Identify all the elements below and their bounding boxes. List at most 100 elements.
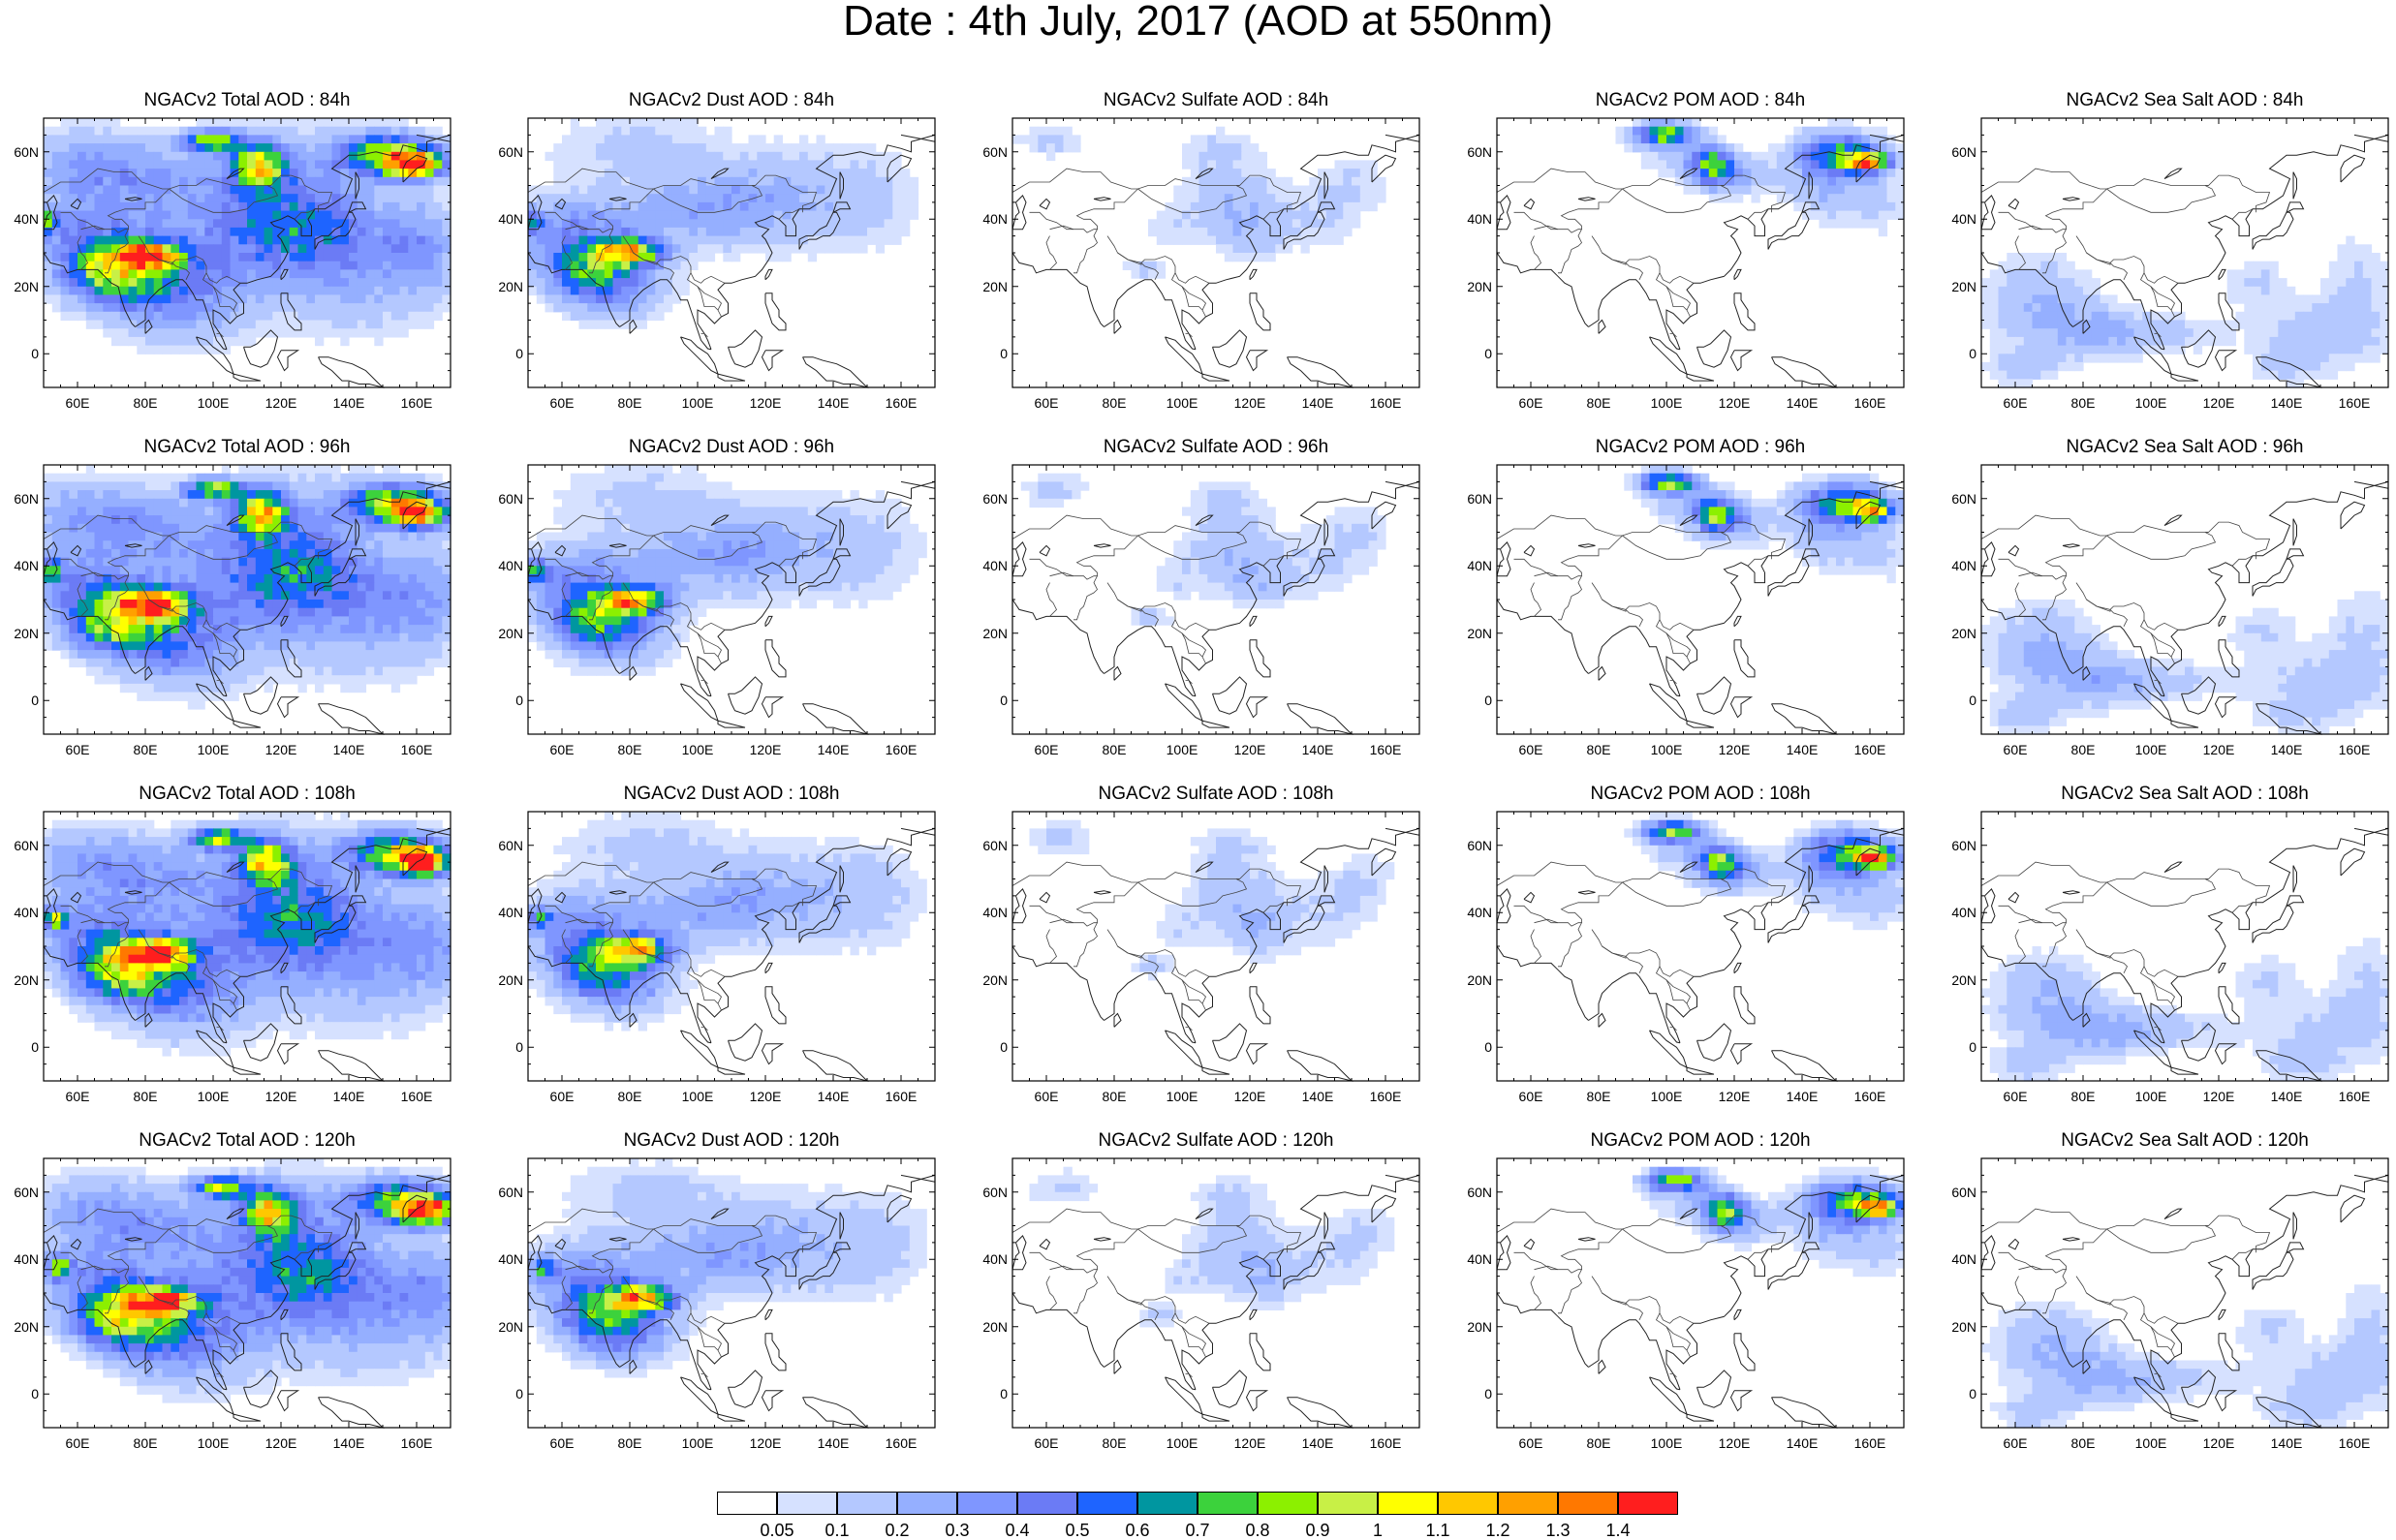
aod-cell <box>876 219 885 228</box>
aod-cell <box>442 625 451 633</box>
aod-cell <box>1233 135 1242 143</box>
aod-cell <box>264 118 273 127</box>
aod-cell <box>179 659 188 667</box>
aod-cell <box>2236 287 2245 295</box>
aod-cell <box>2261 328 2270 337</box>
aod-cell <box>103 135 111 143</box>
aod-cell <box>281 465 290 474</box>
aod-cell <box>2151 321 2160 329</box>
aod-map <box>1497 118 1904 387</box>
aod-cell <box>306 650 315 659</box>
aod-cell <box>833 533 842 541</box>
aod-cell <box>315 328 324 337</box>
aod-cell <box>231 160 239 169</box>
aod-cell <box>2372 294 2380 303</box>
aod-cell <box>876 202 885 211</box>
aod-cell <box>579 219 588 228</box>
aod-cell <box>103 177 111 186</box>
aod-cell <box>61 219 70 228</box>
aod-cell <box>434 641 443 650</box>
aod-cell <box>374 533 383 541</box>
aod-cell <box>86 160 95 169</box>
aod-cell <box>163 667 171 676</box>
aod-cell <box>44 499 52 508</box>
aod-cell <box>731 219 740 228</box>
aod-cell <box>723 228 731 236</box>
aod-cell <box>579 303 588 312</box>
aod-cell <box>374 474 383 482</box>
aod-cell <box>332 143 341 152</box>
aod-cell <box>391 515 400 524</box>
aod-cell <box>2270 294 2279 303</box>
aod-cell <box>332 558 341 567</box>
aod-cell <box>1675 135 1684 143</box>
aod-cell <box>783 186 792 195</box>
aod-cell <box>204 244 213 253</box>
aod-cell <box>340 278 349 287</box>
aod-cell <box>264 228 273 236</box>
aod-cell <box>374 675 383 684</box>
aod-cell <box>188 583 197 592</box>
aod-cell <box>145 169 154 177</box>
aod-cell <box>2040 269 2049 278</box>
aod-cell <box>171 650 179 659</box>
aod-cell <box>374 262 383 270</box>
aod-cell <box>2100 303 2109 312</box>
aod-cell <box>901 194 910 202</box>
aod-cell <box>858 169 867 177</box>
aod-cell <box>774 194 783 202</box>
aod-cell <box>366 667 375 676</box>
aod-cell <box>358 287 366 295</box>
aod-cell <box>213 228 222 236</box>
aod-cell <box>163 675 171 684</box>
aod-cell <box>630 481 638 490</box>
aod-cell <box>571 303 579 312</box>
aod-cell <box>757 211 765 220</box>
aod-cell <box>120 533 129 541</box>
aod-cell <box>2015 269 2024 278</box>
aod-cell <box>2287 294 2295 303</box>
aod-cell <box>145 160 154 169</box>
latitude-tick-label: 60N <box>0 491 39 507</box>
aod-cell <box>2040 346 2049 354</box>
aod-cell <box>638 303 647 312</box>
aod-cell <box>1836 169 1845 177</box>
aod-cell <box>383 549 391 558</box>
aod-cell <box>749 152 758 161</box>
aod-cell <box>647 287 656 295</box>
aod-cell <box>298 127 307 136</box>
aod-cell <box>1895 152 1904 161</box>
aod-cell <box>596 549 605 558</box>
aod-cell <box>774 490 783 499</box>
aod-cell <box>664 219 672 228</box>
aod-cell <box>264 465 273 474</box>
aod-cell <box>298 549 307 558</box>
aod-cell <box>247 321 256 329</box>
aod-cell <box>171 524 179 533</box>
aod-cell <box>1836 186 1845 195</box>
aod-cell <box>605 211 613 220</box>
aod-cell <box>689 118 698 127</box>
aod-cell <box>2108 346 2117 354</box>
aod-cell <box>78 659 86 667</box>
aod-cell <box>238 574 247 583</box>
aod-cell <box>349 625 358 633</box>
aod-cell <box>231 540 239 549</box>
aod-cell <box>163 143 171 152</box>
coastline <box>1166 337 1203 374</box>
aod-cell <box>247 312 256 321</box>
aod-cell <box>1267 202 1276 211</box>
aod-cell <box>391 540 400 549</box>
aod-cell <box>799 228 808 236</box>
aod-cell <box>222 633 231 642</box>
aod-cell <box>44 127 52 136</box>
aod-cell <box>698 236 706 245</box>
aod-cell <box>587 540 596 549</box>
aod-cell <box>264 490 273 499</box>
aod-cell <box>129 591 138 600</box>
aod-cell <box>137 262 145 270</box>
aod-cell <box>137 328 145 337</box>
aod-cell <box>145 228 154 236</box>
aod-cell <box>340 228 349 236</box>
aod-cell <box>129 160 138 169</box>
